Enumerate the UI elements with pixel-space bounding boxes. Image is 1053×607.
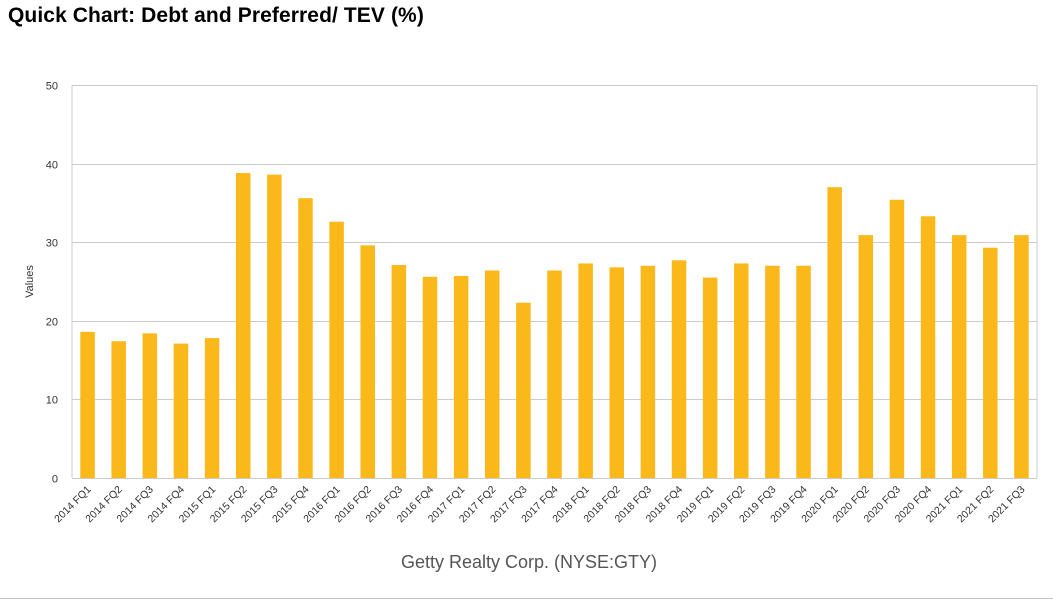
y-tick-label: 0 [52, 474, 58, 486]
bar [983, 247, 998, 478]
bar [765, 265, 780, 478]
bar [547, 270, 562, 478]
bar [734, 263, 749, 478]
y-tick-label: 50 [46, 81, 58, 93]
y-tick-label: 30 [46, 238, 58, 250]
bar [578, 263, 593, 478]
bar [142, 333, 158, 478]
bar [298, 198, 313, 478]
bar [671, 260, 687, 478]
bar [204, 338, 220, 478]
bar [329, 221, 344, 478]
y-axis-ticks: 0 10 20 30 40 50 [46, 81, 58, 486]
y-tick-label: 20 [46, 317, 58, 329]
bar [640, 265, 656, 478]
bar [702, 277, 718, 478]
bar [951, 235, 967, 478]
bar [889, 199, 905, 478]
bar [111, 341, 126, 478]
bar [360, 245, 375, 478]
bar [422, 276, 438, 478]
bar [1014, 235, 1029, 478]
bar [173, 343, 189, 478]
bottom-divider [0, 598, 1053, 599]
bar [235, 173, 251, 478]
y-tick-label: 40 [46, 160, 58, 172]
page-title: Quick Chart: Debt and Preferred/ TEV (%) [8, 4, 424, 27]
bar [453, 276, 469, 478]
bar [920, 216, 936, 478]
bar [391, 264, 407, 478]
bar [267, 174, 282, 478]
company-name: Getty Realty Corp. (NYSE:GTY) [400, 552, 658, 572]
y-axis-title: Values [24, 265, 36, 298]
bar [484, 270, 500, 478]
bar [80, 331, 95, 478]
bar [516, 302, 531, 478]
bar-series [80, 173, 1029, 478]
bar [796, 265, 811, 478]
bar [858, 235, 874, 478]
bar [609, 267, 625, 478]
y-tick-label: 10 [46, 395, 58, 407]
bar [827, 187, 842, 478]
